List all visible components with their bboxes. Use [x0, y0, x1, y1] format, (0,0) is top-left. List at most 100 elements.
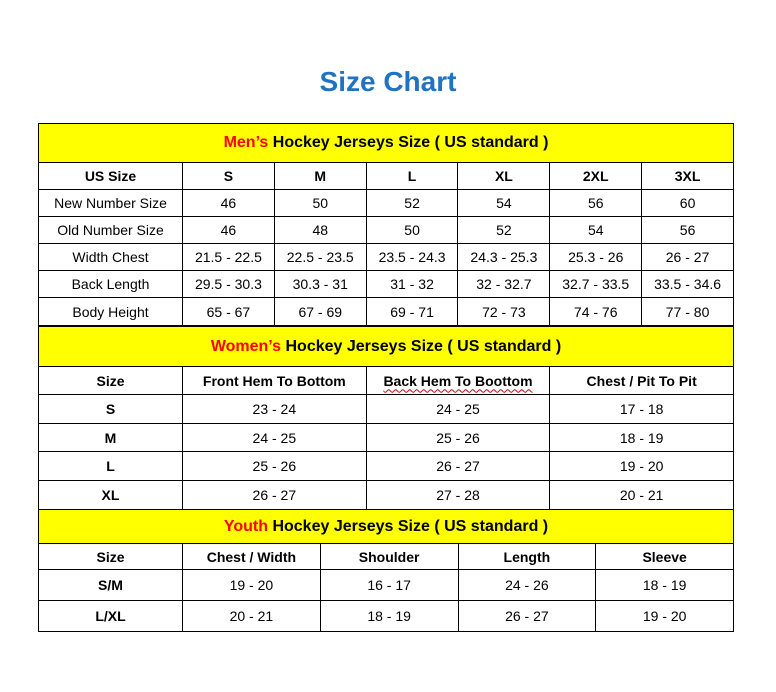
- table-cell: 24.3 - 25.3: [457, 243, 551, 271]
- column-header: Chest / Pit To Pit: [549, 366, 734, 395]
- column-header-text: 3XL: [674, 168, 701, 184]
- table-cell: 56: [549, 189, 643, 217]
- table-cell: 32.7 - 33.5: [549, 270, 643, 298]
- column-header: M: [273, 162, 367, 190]
- table-cell: 27 - 28: [365, 480, 551, 510]
- table-cell: 31 - 32: [365, 270, 459, 298]
- table-cell: 25.3 - 26: [549, 243, 643, 271]
- table-cell: 26 - 27: [457, 600, 597, 632]
- column-header-text: Shoulder: [358, 548, 420, 565]
- column-header: Size: [38, 543, 183, 570]
- table-cell: 74 - 76: [549, 297, 643, 326]
- section-prefix: Men’s: [223, 134, 269, 151]
- row-label: L/XL: [38, 600, 183, 632]
- table-row: Body Height 65 - 67 67 - 69 69 - 71 72 - 73 7…: [38, 297, 734, 326]
- column-header-text: Size: [96, 548, 125, 565]
- table-cell: 18 - 19: [595, 569, 734, 601]
- table-cell: 26 - 27: [641, 243, 734, 271]
- table-cell: 20 - 21: [182, 600, 321, 632]
- table-cell: 67 - 69: [273, 297, 367, 326]
- table-cell: 56: [641, 216, 734, 244]
- column-header: Shoulder: [319, 543, 459, 570]
- table-cell: 46: [182, 189, 275, 217]
- column-header: Size: [38, 366, 183, 395]
- table-cell: 19 - 20: [595, 600, 734, 632]
- header-row: US Size S M L XL 2XL 3XL: [38, 162, 734, 190]
- table-cell: 24 - 26: [457, 569, 597, 601]
- table-cell: 25 - 26: [182, 451, 367, 481]
- column-header: XL: [457, 162, 551, 190]
- table-row: XL 26 - 27 27 - 28 20 - 21: [38, 480, 734, 510]
- row-label: Width Chest: [38, 243, 183, 271]
- table-cell: 26 - 27: [182, 480, 367, 510]
- table-cell: 48: [273, 216, 367, 244]
- women-section-header: Women’s Hockey Jerseys Size ( US standar…: [38, 326, 734, 367]
- table-cell: 23.5 - 24.3: [365, 243, 459, 271]
- table-row: M 24 - 25 25 - 26 18 - 19: [38, 423, 734, 452]
- table-cell: 46: [182, 216, 275, 244]
- table-row: Back Length 29.5 - 30.3 30.3 - 31 31 - 32 32…: [38, 270, 734, 298]
- section-title: Hockey Jerseys Size ( US standard ): [268, 134, 549, 151]
- table-cell: 24 - 25: [182, 423, 367, 452]
- table-row: New Number Size 46 50 52 54 56 60: [38, 189, 734, 217]
- section-prefix: Youth: [223, 517, 268, 535]
- table-cell: 30.3 - 31: [273, 270, 367, 298]
- column-header-text: 2XL: [582, 168, 609, 184]
- page-title: Size Chart: [319, 66, 457, 97]
- column-header-text: Front Hem To Bottom: [202, 372, 346, 389]
- table-cell: 19 - 20: [182, 569, 321, 601]
- header-row: Size Front Hem To Bottom Back Hem To Boott…: [38, 366, 734, 395]
- column-header: Length: [457, 543, 597, 570]
- column-header-text: Back Hem To Boottom: [383, 372, 533, 389]
- table-cell: 77 - 80: [641, 297, 734, 326]
- men-section-header: Men’s Hockey Jerseys Size ( US standard …: [38, 123, 734, 163]
- row-label: Old Number Size: [38, 216, 183, 244]
- table-row: L 25 - 26 26 - 27 19 - 20: [38, 451, 734, 481]
- table-cell: 54: [457, 189, 551, 217]
- column-header-text: Size: [96, 372, 125, 389]
- column-header: Back Hem To Boottom: [365, 366, 551, 395]
- column-header: Front Hem To Bottom: [182, 366, 367, 395]
- table-cell: 23 - 24: [182, 394, 367, 424]
- section-title: Hockey Jerseys Size ( US standard ): [268, 517, 549, 535]
- table-row: S/M 19 - 20 16 - 17 24 - 26 18 - 19: [38, 569, 734, 601]
- column-header: Chest / Width: [182, 543, 321, 570]
- row-label: S: [38, 394, 183, 424]
- column-header-text: Chest / Width: [206, 548, 297, 565]
- row-label: Body Height: [38, 297, 183, 326]
- table-cell: 21.5 - 22.5: [182, 243, 275, 271]
- row-label: M: [38, 423, 183, 452]
- table-cell: 17 - 18: [549, 394, 734, 424]
- table-cell: 50: [365, 216, 459, 244]
- table-cell: 60: [641, 189, 734, 217]
- table-cell: 22.5 - 23.5: [273, 243, 367, 271]
- section-title: Hockey Jerseys Size ( US standard ): [281, 337, 562, 355]
- section-prefix: Women’s: [210, 337, 282, 355]
- table-cell: 69 - 71: [365, 297, 459, 326]
- column-header-text: XL: [494, 168, 513, 184]
- table-cell: 52: [365, 189, 459, 217]
- column-header-text: US Size: [84, 168, 137, 184]
- section-title-cell: Youth Hockey Jerseys Size ( US standard …: [38, 509, 734, 544]
- column-header-text: M: [314, 168, 327, 184]
- table-cell: 18 - 19: [549, 423, 734, 452]
- table-cell: 50: [273, 189, 367, 217]
- column-header-text: S: [223, 168, 234, 184]
- table-cell: 19 - 20: [549, 451, 734, 481]
- section-title-cell: Men’s Hockey Jerseys Size ( US standard …: [38, 123, 734, 163]
- column-header: L: [365, 162, 459, 190]
- column-header: 3XL: [641, 162, 734, 190]
- table-cell: 25 - 26: [365, 423, 551, 452]
- table-cell: 20 - 21: [549, 480, 734, 510]
- row-label: New Number Size: [38, 189, 183, 217]
- mens-size-table: Men’s Hockey Jerseys Size ( US standard …: [38, 123, 734, 326]
- table-cell: 72 - 73: [457, 297, 551, 326]
- table-cell: 52: [457, 216, 551, 244]
- table-cell: 65 - 67: [182, 297, 275, 326]
- column-header: Sleeve: [595, 543, 734, 570]
- column-header: S: [182, 162, 275, 190]
- youth-size-table: Youth Hockey Jerseys Size ( US standard …: [38, 509, 734, 632]
- table-cell: 26 - 27: [365, 451, 551, 481]
- column-header: 2XL: [549, 162, 643, 190]
- section-title-cell: Women’s Hockey Jerseys Size ( US standar…: [38, 326, 734, 367]
